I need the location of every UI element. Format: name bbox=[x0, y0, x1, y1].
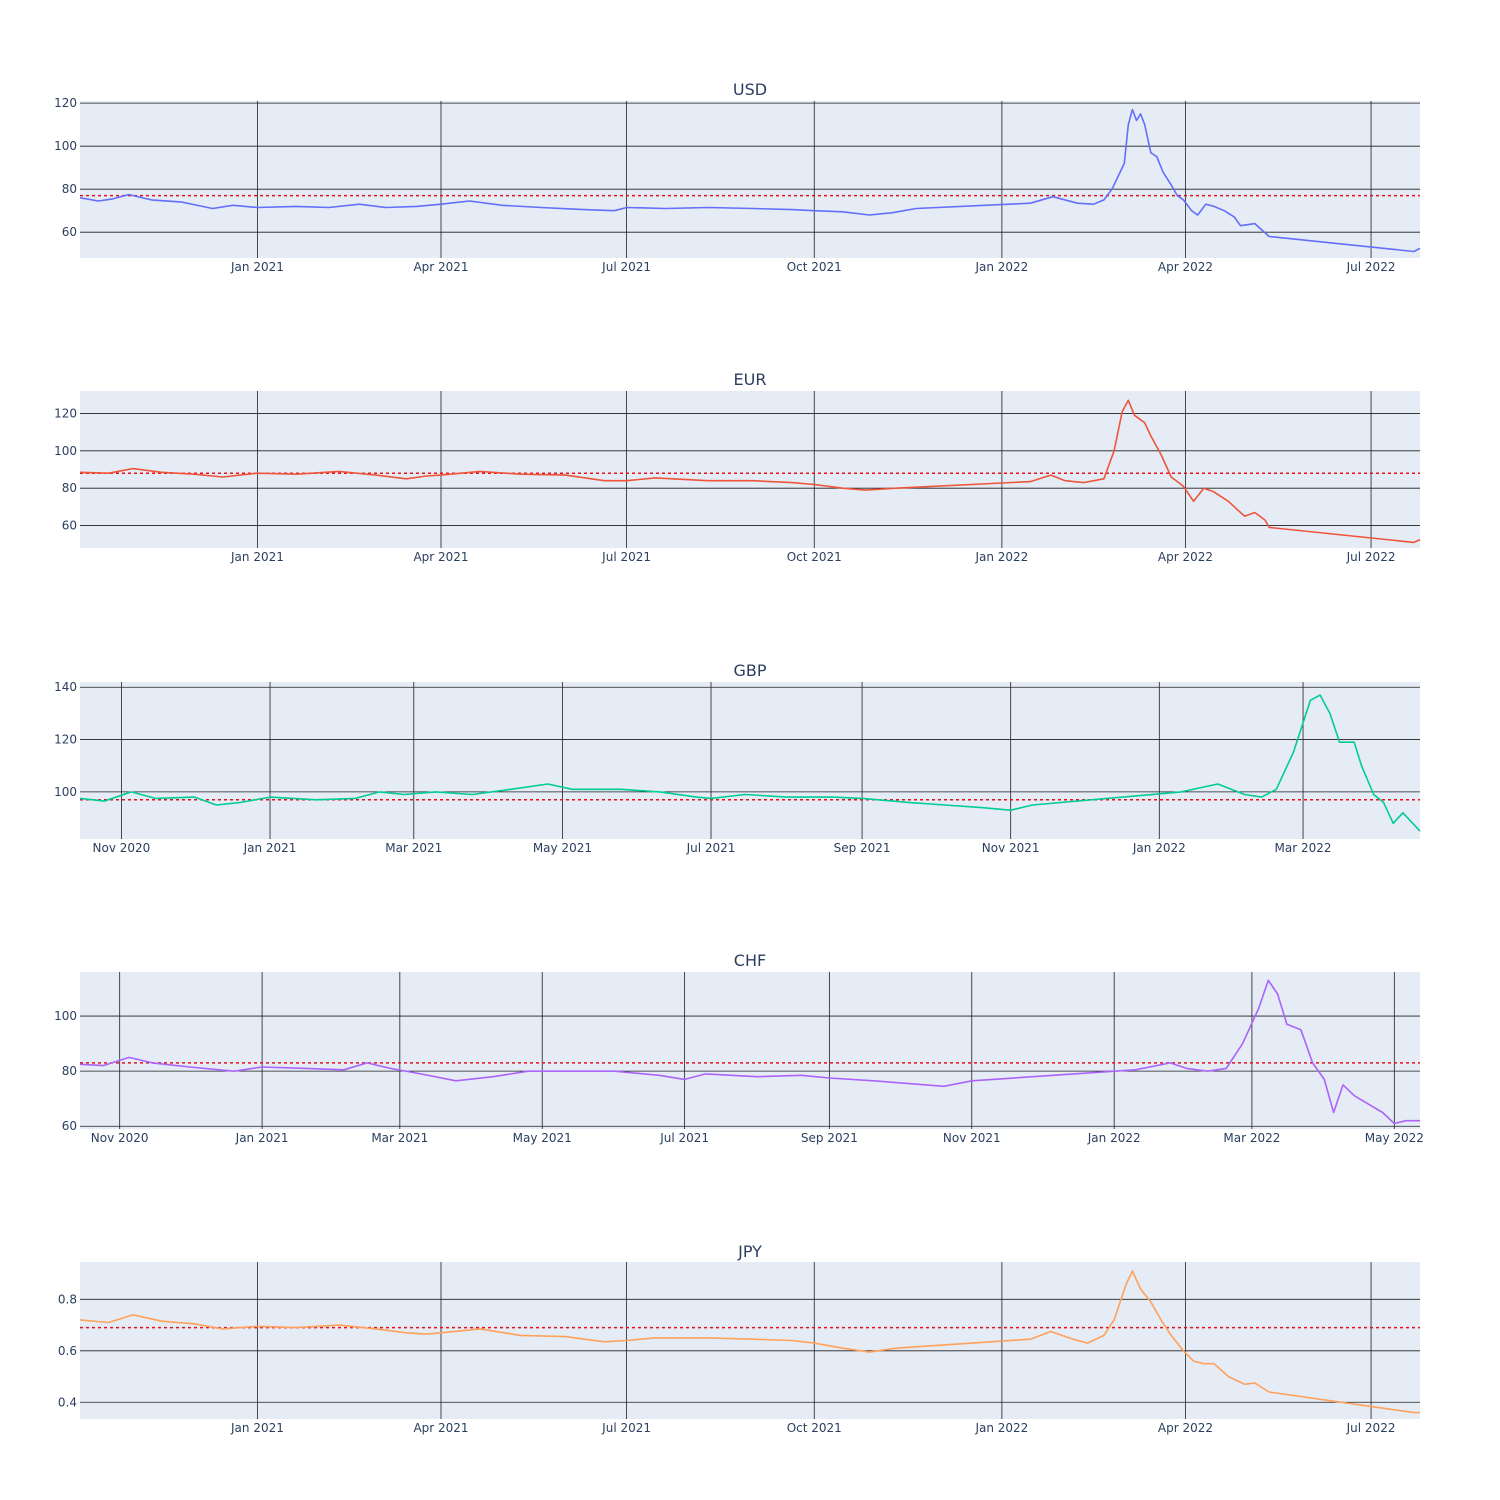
subplot-gbp: GBP 100 120 140 Nov 2020 Jan 2021 Mar 2021 May … bbox=[54, 661, 1421, 855]
x-tick-label-chf: Jan 2022 bbox=[1087, 1131, 1141, 1145]
y-tick-label-eur: 100 bbox=[54, 444, 77, 458]
x-tick-label-chf: Nov 2020 bbox=[91, 1131, 149, 1145]
x-tick-label-gbp: Jul 2021 bbox=[686, 841, 736, 855]
y-tick-label-gbp: 140 bbox=[54, 680, 77, 694]
y-tick-label-usd: 100 bbox=[54, 139, 77, 153]
y-tick-label-eur: 60 bbox=[62, 519, 77, 533]
x-tick-label-eur: Apr 2022 bbox=[1158, 550, 1213, 564]
series-line-usd bbox=[79, 108, 1421, 253]
series-line-jpy bbox=[79, 1270, 1420, 1414]
x-tick-label-chf: Nov 2021 bbox=[943, 1131, 1001, 1145]
x-tick-label-gbp: Mar 2022 bbox=[1275, 841, 1332, 855]
y-tick-label-usd: 80 bbox=[62, 182, 77, 196]
x-tick-label-eur: Jan 2021 bbox=[230, 550, 284, 564]
y-tick-label-eur: 80 bbox=[62, 481, 77, 495]
x-tick-label-chf: Jan 2021 bbox=[235, 1131, 289, 1145]
x-tick-label-eur: Jan 2022 bbox=[974, 550, 1028, 564]
x-tick-label-usd: Jan 2021 bbox=[230, 260, 284, 274]
y-tick-label-jpy: 0.4 bbox=[58, 1395, 77, 1409]
x-tick-label-gbp: Jan 2022 bbox=[1132, 841, 1186, 855]
x-tick-label-jpy: Jan 2022 bbox=[974, 1421, 1028, 1435]
x-tick-label-jpy: Jul 2021 bbox=[601, 1421, 651, 1435]
x-tick-label-jpy: Oct 2021 bbox=[787, 1421, 842, 1435]
y-tick-label-chf: 80 bbox=[62, 1064, 77, 1078]
y-tick-label-chf: 60 bbox=[62, 1119, 77, 1133]
x-tick-label-usd: Apr 2021 bbox=[413, 260, 468, 274]
x-tick-label-gbp: Sep 2021 bbox=[834, 841, 891, 855]
x-tick-label-chf: Mar 2022 bbox=[1223, 1131, 1280, 1145]
x-tick-label-gbp: Mar 2021 bbox=[385, 841, 442, 855]
y-tick-label-chf: 100 bbox=[54, 1009, 77, 1023]
subplot-title-eur: EUR bbox=[734, 370, 767, 389]
y-tick-label-gbp: 100 bbox=[54, 785, 77, 799]
x-tick-label-chf: May 2021 bbox=[513, 1131, 572, 1145]
x-tick-label-eur: Jul 2022 bbox=[1346, 550, 1396, 564]
plot-area-gbp bbox=[80, 682, 1420, 839]
x-tick-label-jpy: Apr 2021 bbox=[413, 1421, 468, 1435]
subplot-chf: CHF 60 80 100 Nov 2020 Jan 2021 Mar 2021 May 20… bbox=[54, 951, 1424, 1145]
y-tick-label-eur: 120 bbox=[54, 406, 77, 420]
y-tick-label-jpy: 0.6 bbox=[58, 1344, 77, 1358]
x-tick-label-usd: Oct 2021 bbox=[787, 260, 842, 274]
subplot-usd: USD 60 80 100 120 Jan 2021 Apr 2021 Jul 2021 Oct… bbox=[54, 80, 1421, 274]
y-tick-label-gbp: 120 bbox=[54, 733, 77, 747]
x-tick-label-gbp: May 2021 bbox=[533, 841, 592, 855]
x-tick-label-gbp: Nov 2020 bbox=[93, 841, 151, 855]
x-tick-label-usd: Jan 2022 bbox=[974, 260, 1028, 274]
x-tick-label-usd: Jul 2022 bbox=[1346, 260, 1396, 274]
x-tick-label-usd: Apr 2022 bbox=[1158, 260, 1213, 274]
y-tick-label-jpy: 0.8 bbox=[58, 1292, 77, 1306]
x-tick-label-chf: Jul 2021 bbox=[659, 1131, 709, 1145]
x-tick-label-eur: Oct 2021 bbox=[787, 550, 842, 564]
x-tick-label-chf: Mar 2021 bbox=[371, 1131, 428, 1145]
x-tick-label-jpy: Jul 2022 bbox=[1346, 1421, 1396, 1435]
y-tick-label-usd: 120 bbox=[54, 96, 77, 110]
plot-area-usd bbox=[80, 101, 1420, 258]
subplot-title-jpy: JPY bbox=[737, 1242, 762, 1261]
x-tick-label-gbp: Jan 2021 bbox=[243, 841, 297, 855]
series-line-eur bbox=[79, 399, 1421, 544]
plot-area-eur bbox=[80, 391, 1420, 548]
x-tick-label-jpy: Jan 2021 bbox=[230, 1421, 284, 1435]
x-tick-label-usd: Jul 2021 bbox=[601, 260, 651, 274]
x-tick-label-eur: Jul 2021 bbox=[601, 550, 651, 564]
x-tick-label-jpy: Apr 2022 bbox=[1158, 1421, 1213, 1435]
x-tick-label-chf: May 2022 bbox=[1365, 1131, 1424, 1145]
plot-area-chf bbox=[80, 972, 1420, 1129]
subplot-title-usd: USD bbox=[733, 80, 767, 99]
subplot-jpy: JPY 0.4 0.6 0.8 Jan 2021 Apr 2021 Jul 2021 Oct … bbox=[58, 1242, 1420, 1435]
series-line-chf bbox=[79, 979, 1420, 1125]
subplot-title-gbp: GBP bbox=[733, 661, 766, 680]
x-tick-label-chf: Sep 2021 bbox=[801, 1131, 858, 1145]
series-line-gbp bbox=[79, 694, 1421, 832]
subplot-eur: EUR 60 80 100 120 Jan 2021 Apr 2021 Jul 2021 Oct… bbox=[54, 370, 1421, 564]
subplot-title-chf: CHF bbox=[734, 951, 766, 970]
x-tick-label-gbp: Nov 2021 bbox=[982, 841, 1040, 855]
y-tick-label-usd: 60 bbox=[62, 225, 77, 239]
plot-area-jpy bbox=[80, 1262, 1420, 1419]
x-tick-label-eur: Apr 2021 bbox=[413, 550, 468, 564]
